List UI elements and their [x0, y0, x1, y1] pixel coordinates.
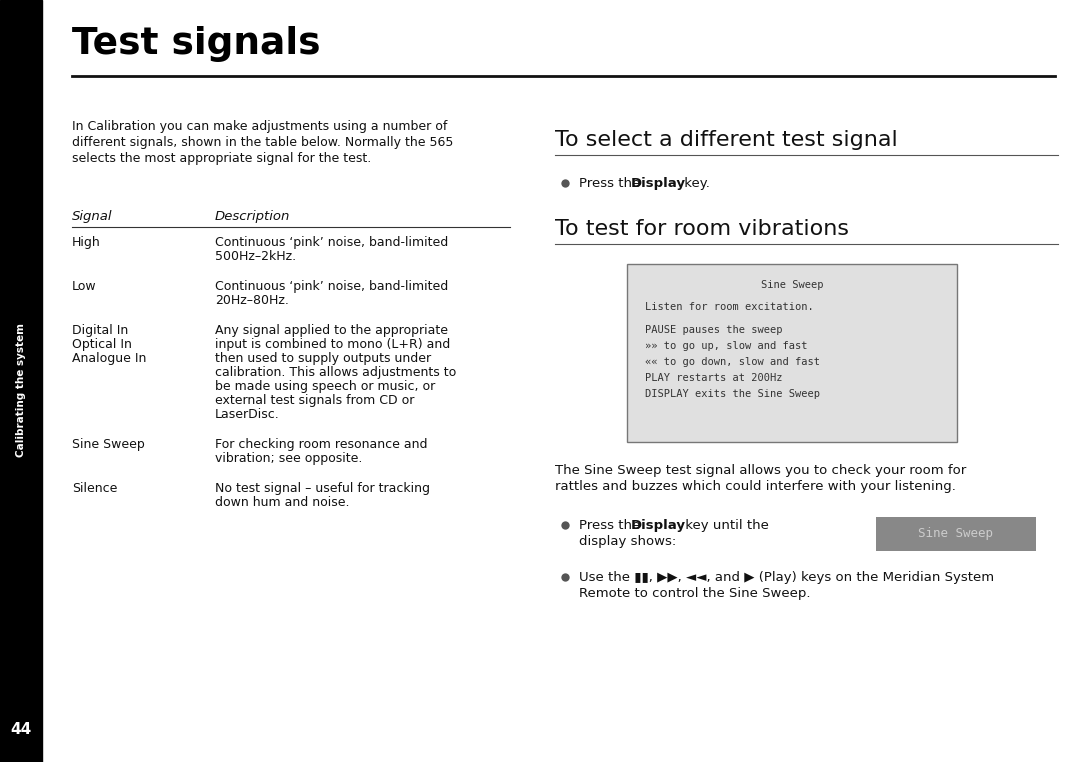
Text: Continuous ‘pink’ noise, band-limited: Continuous ‘pink’ noise, band-limited — [215, 280, 448, 293]
Text: PLAY restarts at 200Hz: PLAY restarts at 200Hz — [645, 373, 783, 383]
Text: input is combined to mono (L+R) and: input is combined to mono (L+R) and — [215, 338, 450, 351]
Text: LaserDisc.: LaserDisc. — [215, 408, 280, 421]
Text: Description: Description — [215, 210, 291, 223]
Text: To test for room vibrations: To test for room vibrations — [555, 219, 849, 239]
Text: Silence: Silence — [72, 482, 118, 495]
Text: Signal: Signal — [72, 210, 112, 223]
Text: DISPLAY exits the Sine Sweep: DISPLAY exits the Sine Sweep — [645, 389, 820, 399]
Text: No test signal – useful for tracking: No test signal – useful for tracking — [215, 482, 430, 495]
Text: Optical In: Optical In — [72, 338, 132, 351]
Text: Press the: Press the — [579, 177, 645, 190]
Text: High: High — [72, 236, 100, 249]
Text: rattles and buzzes which could interfere with your listening.: rattles and buzzes which could interfere… — [555, 480, 956, 493]
Text: key until the: key until the — [681, 519, 769, 532]
Text: calibration. This allows adjustments to: calibration. This allows adjustments to — [215, 366, 456, 379]
Text: Use the ▮▮, ▶▶, ◄◄, and ▶ (Play) keys on the Meridian System: Use the ▮▮, ▶▶, ◄◄, and ▶ (Play) keys on… — [579, 571, 994, 584]
Text: 500Hz–2kHz.: 500Hz–2kHz. — [215, 250, 296, 263]
Text: Test signals: Test signals — [72, 26, 321, 62]
Text: Any signal applied to the appropriate: Any signal applied to the appropriate — [215, 324, 448, 337]
Text: selects the most appropriate signal for the test.: selects the most appropriate signal for … — [72, 152, 372, 165]
Text: 44: 44 — [11, 722, 31, 738]
Text: display shows:: display shows: — [579, 535, 676, 548]
Bar — [0, 0, 42, 762]
Text: Sine Sweep: Sine Sweep — [72, 438, 145, 451]
Text: »» to go up, slow and fast: »» to go up, slow and fast — [645, 341, 808, 351]
Text: different signals, shown in the table below. Normally the 565: different signals, shown in the table be… — [72, 136, 454, 149]
Text: Sine Sweep: Sine Sweep — [760, 280, 823, 290]
Text: Analogue In: Analogue In — [72, 352, 147, 365]
Text: To select a different test signal: To select a different test signal — [555, 130, 897, 150]
Text: For checking room resonance and: For checking room resonance and — [215, 438, 428, 451]
Text: Digital In: Digital In — [72, 324, 129, 337]
Text: Continuous ‘pink’ noise, band-limited: Continuous ‘pink’ noise, band-limited — [215, 236, 448, 249]
Text: Press the: Press the — [579, 519, 645, 532]
Text: be made using speech or music, or: be made using speech or music, or — [215, 380, 435, 393]
Text: key.: key. — [680, 177, 710, 190]
Text: In Calibration you can make adjustments using a number of: In Calibration you can make adjustments … — [72, 120, 447, 133]
Text: Low: Low — [72, 280, 96, 293]
Bar — [627, 264, 957, 442]
Text: vibration; see opposite.: vibration; see opposite. — [215, 452, 363, 465]
Text: «« to go down, slow and fast: «« to go down, slow and fast — [645, 357, 820, 367]
Text: external test signals from CD or: external test signals from CD or — [215, 394, 415, 407]
Text: PAUSE pauses the sweep: PAUSE pauses the sweep — [645, 325, 783, 335]
Bar — [876, 517, 1036, 551]
Text: Sine Sweep: Sine Sweep — [918, 527, 994, 540]
Text: Remote to control the Sine Sweep.: Remote to control the Sine Sweep. — [579, 587, 810, 600]
Text: The Sine Sweep test signal allows you to check your room for: The Sine Sweep test signal allows you to… — [555, 464, 967, 477]
Text: Calibrating the system: Calibrating the system — [16, 323, 26, 457]
Text: Display: Display — [631, 519, 686, 532]
Text: Display: Display — [631, 177, 686, 190]
Text: Listen for room excitation.: Listen for room excitation. — [645, 303, 813, 312]
Text: then used to supply outputs under: then used to supply outputs under — [215, 352, 431, 365]
Text: 20Hz–80Hz.: 20Hz–80Hz. — [215, 294, 288, 307]
Text: down hum and noise.: down hum and noise. — [215, 496, 350, 509]
